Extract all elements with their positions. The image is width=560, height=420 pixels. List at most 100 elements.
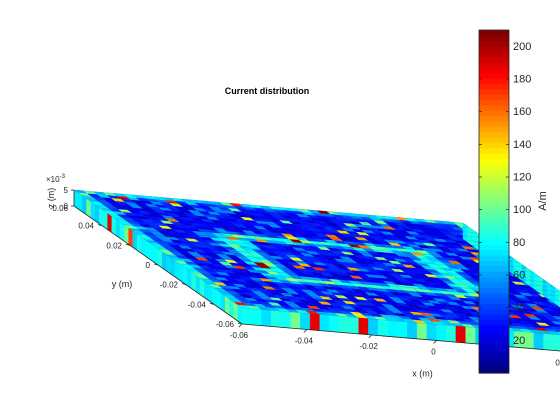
colorbar-swatch: [479, 163, 509, 170]
surface-cell: [358, 317, 369, 335]
surface-cell: [455, 325, 466, 344]
colorbar-swatch: [479, 362, 509, 369]
colorbar-swatch: [479, 367, 509, 374]
colorbar-swatch: [479, 314, 509, 321]
x-tick-label: 0: [431, 348, 436, 357]
colorbar-tick-label: 180: [513, 74, 531, 86]
colorbar-swatch: [479, 281, 509, 288]
surface-cell: [533, 332, 544, 350]
surface-cell: [280, 311, 291, 329]
colorbar-swatch: [479, 121, 509, 128]
colorbar-swatch: [479, 153, 509, 160]
mesh-line: [138, 195, 307, 314]
colorbar-swatch: [479, 324, 509, 331]
mesh-line: [268, 206, 437, 325]
mesh-line: [220, 293, 560, 323]
z-exponent: ×10-3: [46, 174, 66, 184]
surface-cell: [549, 326, 560, 330]
x-tick-label: -0.02: [360, 342, 379, 351]
y-tick-label: -0.04: [188, 300, 207, 309]
surface-cell: [397, 320, 408, 339]
colorbar-swatch: [479, 62, 509, 69]
mesh-line: [106, 192, 275, 311]
z-tick-label: 0: [64, 202, 69, 211]
colorbar-swatch: [479, 346, 509, 353]
surface-cell: [545, 323, 560, 328]
colorbar-swatch: [479, 271, 509, 278]
colorbar-tick-label: 120: [513, 172, 531, 184]
colorbar-swatch: [479, 72, 509, 79]
surface-cell: [553, 334, 560, 352]
surface-cell: [553, 310, 560, 315]
colorbar-swatch: [479, 126, 509, 133]
colorbar-swatch: [479, 233, 509, 240]
colorbar-swatch: [479, 276, 509, 283]
colorbar-swatch: [479, 228, 509, 235]
colorbar-swatch: [479, 244, 509, 251]
x-axis-label: x (m): [412, 369, 433, 379]
surface-cell: [436, 324, 447, 342]
mesh-line: [241, 307, 560, 336]
surface-cell: [554, 305, 560, 310]
surface-cell: [416, 322, 427, 340]
colorbar-swatch: [479, 83, 509, 90]
mesh-line: [171, 198, 340, 317]
surface-cell: [339, 316, 350, 334]
surface-cell: [548, 313, 560, 318]
z-axis-label: z (m): [46, 188, 56, 209]
mesh-line: [185, 268, 560, 301]
surface-cell: [462, 222, 468, 243]
surface-cell: [555, 324, 560, 328]
mesh-line: [101, 209, 492, 243]
x-tick-mark: [238, 323, 243, 328]
colorbar-swatch: [479, 340, 509, 347]
colorbar-tick-label: 40: [513, 302, 525, 314]
colorbar-swatch: [479, 131, 509, 138]
colorbar-swatch: [479, 255, 509, 262]
surface-cell: [329, 315, 340, 333]
colorbar-swatch: [479, 356, 509, 363]
y-tick-label: -0.06: [216, 320, 235, 329]
x-tick-label: -0.06: [230, 331, 249, 340]
colorbar-swatch: [479, 137, 509, 144]
y-tick-mark: [209, 302, 215, 305]
y-tick-mark: [237, 322, 243, 325]
mesh-line: [73, 189, 464, 224]
colorbar-swatch: [479, 222, 509, 229]
mesh-line: [87, 199, 478, 234]
x-tick-label: -0.04: [295, 337, 314, 346]
y-axis-label: y (m): [112, 279, 133, 289]
colorbar-swatch: [479, 249, 509, 256]
mesh-line: [446, 221, 560, 302]
colorbar-swatch: [479, 51, 509, 58]
colorbar-swatch: [479, 56, 509, 63]
surface-cell: [549, 307, 560, 312]
colorbar-label: A/m: [537, 191, 549, 211]
mesh-line: [381, 215, 551, 335]
colorbar-swatch: [479, 265, 509, 272]
colorbar-tick-label: 60: [513, 270, 525, 282]
colorbar-swatch: [479, 78, 509, 85]
mesh-line: [300, 209, 470, 328]
colorbar-swatch: [479, 351, 509, 358]
colorbar-swatch: [479, 142, 509, 149]
z-exponent-base: ×10: [46, 175, 60, 184]
surface-cell: [426, 323, 437, 341]
mesh-line: [108, 214, 499, 248]
surface-cell: [548, 331, 560, 336]
surface-cell: [543, 333, 554, 351]
mesh-line: [227, 297, 560, 327]
y-tick-label-top: -0.06: [50, 204, 69, 213]
mesh-line: [94, 204, 485, 238]
colorbar-swatch: [479, 35, 509, 42]
colorbar-swatch: [479, 319, 509, 326]
mesh-line: [122, 193, 291, 313]
colorbar-swatch: [479, 206, 509, 213]
colorbar-swatch: [479, 260, 509, 267]
surface-cell: [555, 287, 560, 308]
colorbar-swatch: [479, 147, 509, 154]
colorbar-swatch: [479, 335, 509, 342]
surface-cell: [261, 309, 272, 327]
colorbar-swatch: [479, 40, 509, 47]
